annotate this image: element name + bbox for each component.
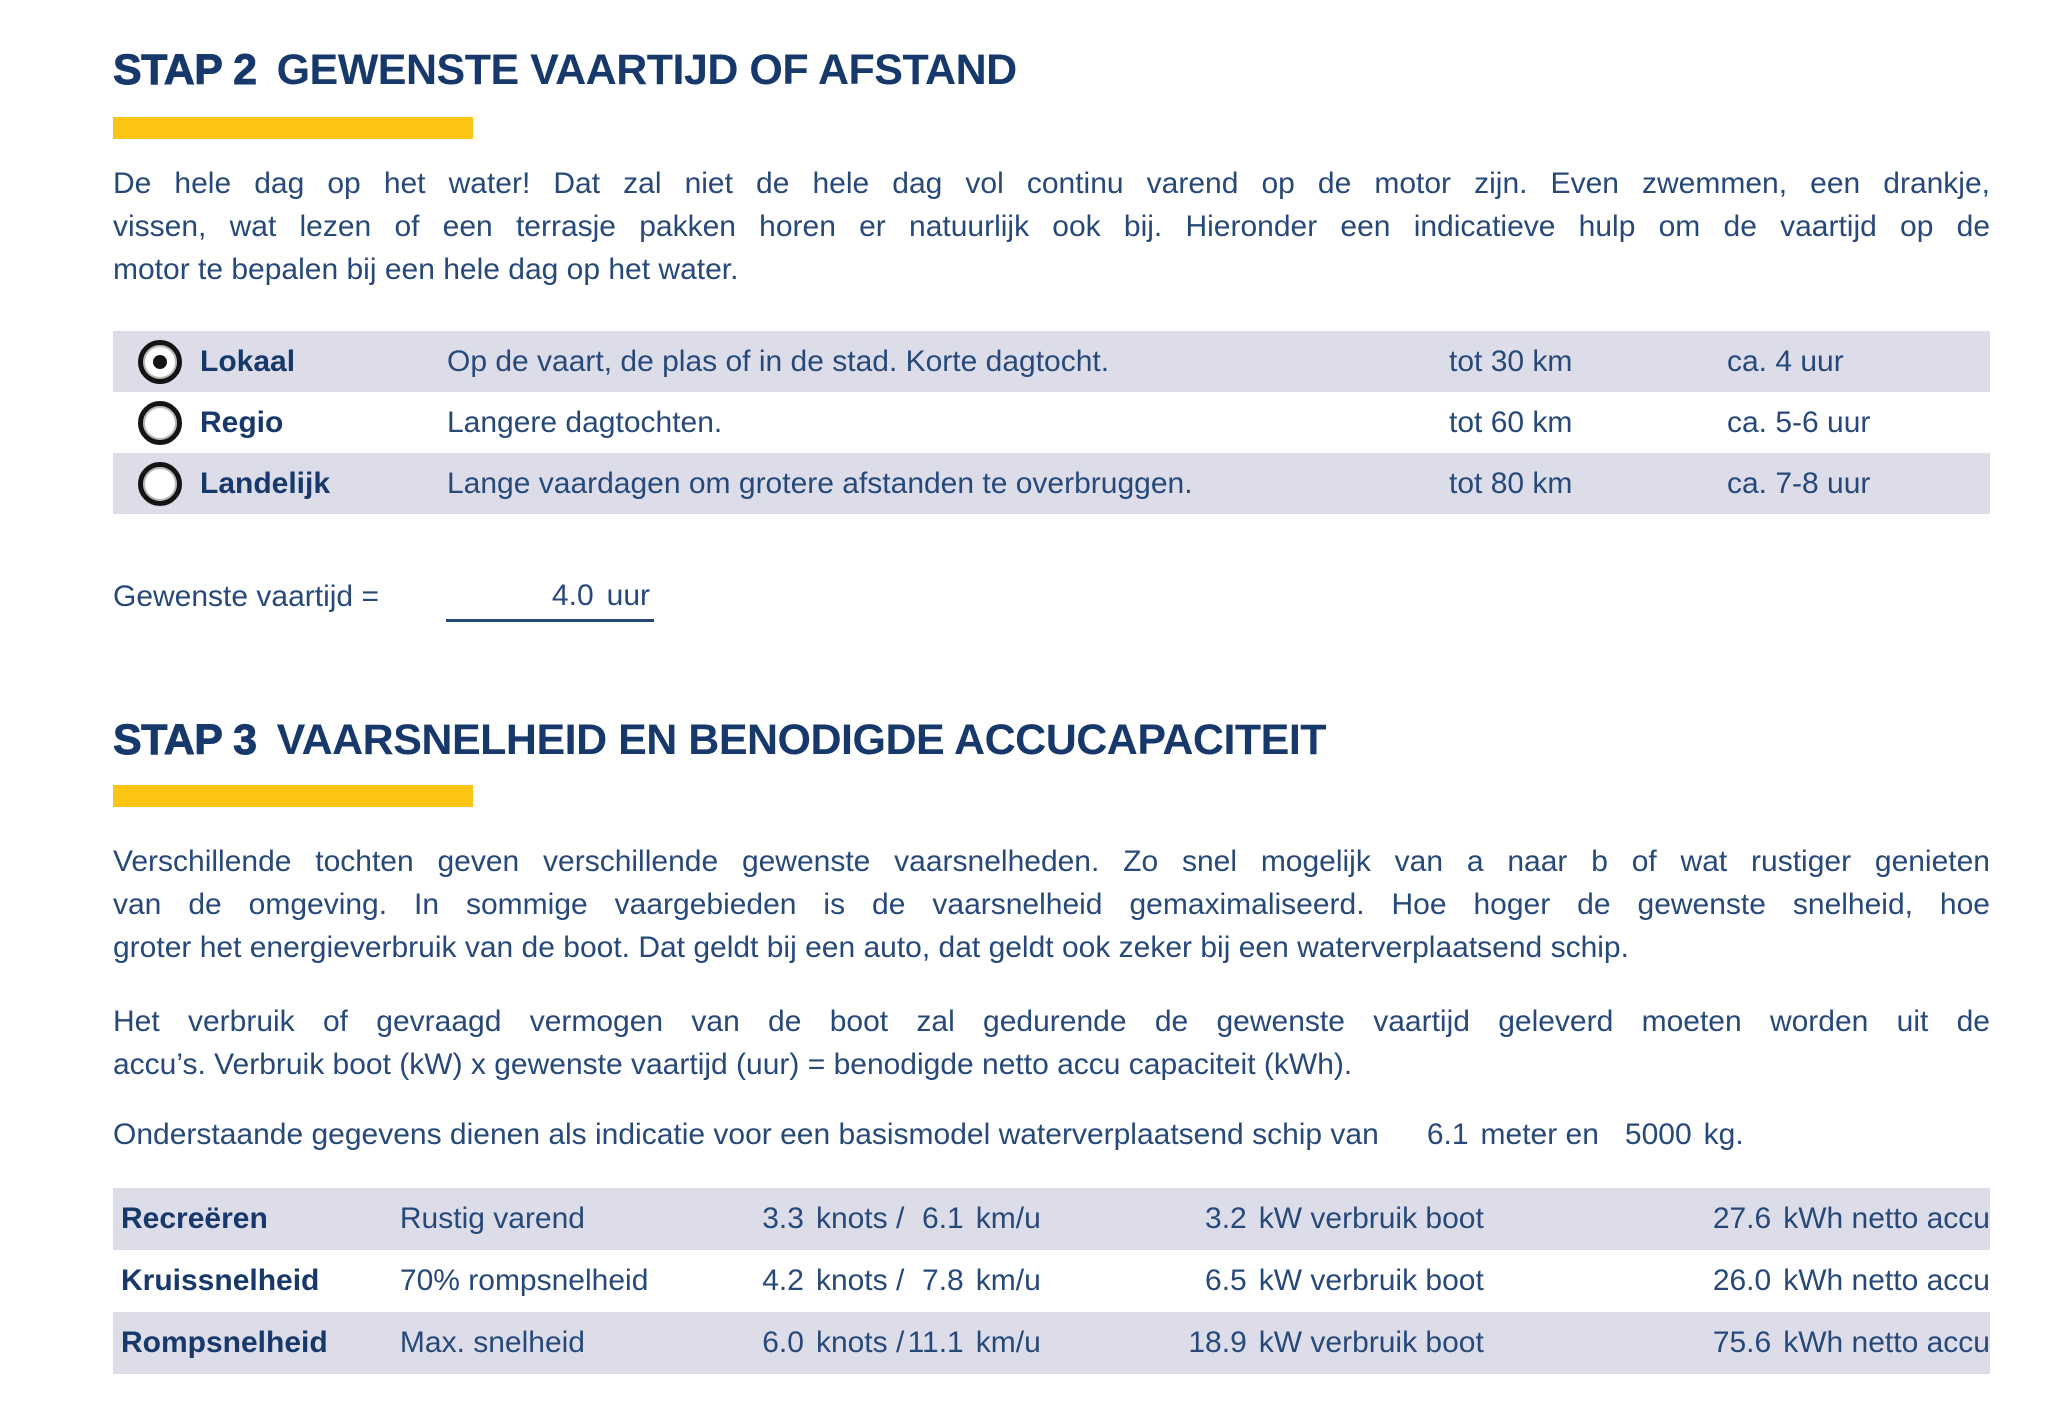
kmh-unit: km/u xyxy=(975,1264,1041,1297)
knots-value: 6.0 xyxy=(762,1326,804,1359)
radio-regio[interactable] xyxy=(138,400,182,445)
option-description: Langere dagtochten. xyxy=(447,405,723,439)
radio-lokaal[interactable] xyxy=(138,339,182,384)
step2-intro-paragraph: De hele dag op het water! Dat zal niet d… xyxy=(113,162,1990,291)
kwh-value: 27.6 xyxy=(1712,1202,1772,1235)
kmh-unit: km/u xyxy=(975,1202,1041,1235)
step2-kicker: STAP 2 xyxy=(113,46,258,95)
paragraph-line: van de omgeving. In sommige vaargebieden… xyxy=(113,888,1990,921)
boat-weight-value[interactable]: 5000 xyxy=(1624,1118,1692,1151)
kwh-unit: kWh netto accu xyxy=(1783,1202,1990,1235)
option-duration: ca. 7-8 uur xyxy=(1727,466,1871,500)
step3-title: VAARSNELHEID EN BENODIGDE ACCUCAPACITEIT xyxy=(276,716,1327,764)
speed-row-kruissnelheid: Kruissnelheid 70% rompsnelheid 4.2 knots… xyxy=(113,1250,1990,1312)
kmh-value: 6.1 xyxy=(922,1202,964,1235)
speed-row-recreeren: Recreëren Rustig varend 3.3 knots / 6.1 … xyxy=(113,1188,1990,1250)
option-duration: ca. 5-6 uur xyxy=(1727,405,1871,439)
kw-value: 6.5 xyxy=(1205,1264,1247,1297)
knots-unit: knots / xyxy=(815,1264,905,1297)
kwh-value: 26.0 xyxy=(1712,1264,1772,1297)
kmh-unit: km/u xyxy=(975,1326,1041,1359)
speed-label: Kruissnelheid xyxy=(121,1264,320,1297)
option-label: Lokaal xyxy=(200,344,296,378)
boat-length-unit: meter en xyxy=(1480,1118,1599,1151)
step2-title: GEWENSTE VAARTIJD OF AFSTAND xyxy=(276,46,1018,94)
step2-heading: STAP 2 GEWENSTE VAARTIJD OF AFSTAND xyxy=(113,46,1018,95)
radio-landelijk[interactable] xyxy=(138,461,182,506)
paragraph-line: Verschillende tochten geven verschillend… xyxy=(113,845,1990,878)
knots-value: 4.2 xyxy=(762,1264,804,1297)
kw-unit: kW verbruik boot xyxy=(1258,1202,1484,1235)
kw-unit: kW verbruik boot xyxy=(1258,1326,1484,1359)
step3-accent-bar xyxy=(113,785,473,807)
step2-accent-bar xyxy=(113,117,473,139)
step3-kicker: STAP 3 xyxy=(113,716,258,765)
speed-label: Recreëren xyxy=(121,1202,268,1235)
kmh-value: 7.8 xyxy=(922,1264,964,1297)
speed-description: 70% rompsnelheid xyxy=(399,1264,649,1297)
option-distance: tot 30 km xyxy=(1449,344,1573,378)
step3-intro-paragraph: Verschillende tochten geven verschillend… xyxy=(113,840,1990,969)
radio-cell xyxy=(138,339,200,384)
kwh-unit: kWh netto accu xyxy=(1783,1264,1990,1297)
speed-label: Rompsnelheid xyxy=(121,1326,328,1359)
kwh-unit: kWh netto accu xyxy=(1783,1326,1990,1359)
option-distance: tot 60 km xyxy=(1449,405,1573,439)
paragraph-line: Het verbruik of gevraagd vermogen van de… xyxy=(113,1005,1990,1038)
knots-unit: knots / xyxy=(815,1326,905,1359)
option-description: Lange vaardagen om grotere afstanden te … xyxy=(447,466,1193,500)
boat-weight-unit: kg. xyxy=(1703,1118,1744,1151)
radio-cell xyxy=(138,400,200,445)
trip-type-table: Lokaal Op de vaart, de plas of in de sta… xyxy=(113,331,1990,514)
option-label: Landelijk xyxy=(200,466,331,500)
paragraph-line: groter het energieverbruik van de boot. … xyxy=(113,931,1629,964)
option-duration: ca. 4 uur xyxy=(1727,344,1844,378)
option-distance: tot 80 km xyxy=(1449,466,1573,500)
basis-model-line: Onderstaande gegevens dienen als indicat… xyxy=(113,1118,1744,1152)
option-description: Op de vaart, de plas of in de stad. Kort… xyxy=(447,344,1110,378)
knots-unit: knots / xyxy=(815,1202,905,1235)
paragraph-line: vissen, wat lezen of een terrasje pakken… xyxy=(113,210,1990,243)
desired-time-unit: uur xyxy=(606,579,650,612)
speed-description: Max. snelheid xyxy=(399,1326,585,1359)
step3-power-paragraph: Het verbruik of gevraagd vermogen van de… xyxy=(113,1000,1990,1086)
knots-value: 3.3 xyxy=(762,1202,804,1235)
kw-unit: kW verbruik boot xyxy=(1258,1264,1484,1297)
option-row-regio: Regio Langere dagtochten. tot 60 km ca. … xyxy=(113,392,1990,453)
desired-time-value[interactable]: 4.0 xyxy=(551,579,594,612)
speed-row-rompsnelheid: Rompsnelheid Max. snelheid 6.0 knots / 1… xyxy=(113,1312,1990,1374)
desired-time-label: Gewenste vaartijd = xyxy=(113,580,379,613)
basis-text: Onderstaande gegevens dienen als indicat… xyxy=(113,1118,1379,1151)
kmh-value: 11.1 xyxy=(907,1326,964,1359)
option-row-lokaal: Lokaal Op de vaart, de plas of in de sta… xyxy=(113,331,1990,392)
paragraph-line: De hele dag op het water! Dat zal niet d… xyxy=(113,167,1990,200)
option-label: Regio xyxy=(200,405,284,439)
kwh-value: 75.6 xyxy=(1712,1326,1772,1359)
step3-heading: STAP 3 VAARSNELHEID EN BENODIGDE ACCUCAP… xyxy=(113,716,1327,765)
kw-value: 3.2 xyxy=(1205,1202,1247,1235)
speed-capacity-table: Recreëren Rustig varend 3.3 knots / 6.1 … xyxy=(113,1188,1990,1374)
option-row-landelijk: Landelijk Lange vaardagen om grotere afs… xyxy=(113,453,1990,514)
radio-dot xyxy=(153,354,167,369)
speed-description: Rustig varend xyxy=(399,1202,585,1235)
paragraph-line: accu’s. Verbruik boot (kW) x gewenste va… xyxy=(113,1048,1353,1081)
radio-cell xyxy=(138,461,200,506)
desired-time-field[interactable]: 4.0 uur xyxy=(446,574,654,622)
boat-length-value[interactable]: 6.1 xyxy=(1426,1118,1469,1151)
kw-value: 18.9 xyxy=(1188,1326,1247,1359)
paragraph-line: motor te bepalen bij een hele dag op het… xyxy=(113,253,739,286)
